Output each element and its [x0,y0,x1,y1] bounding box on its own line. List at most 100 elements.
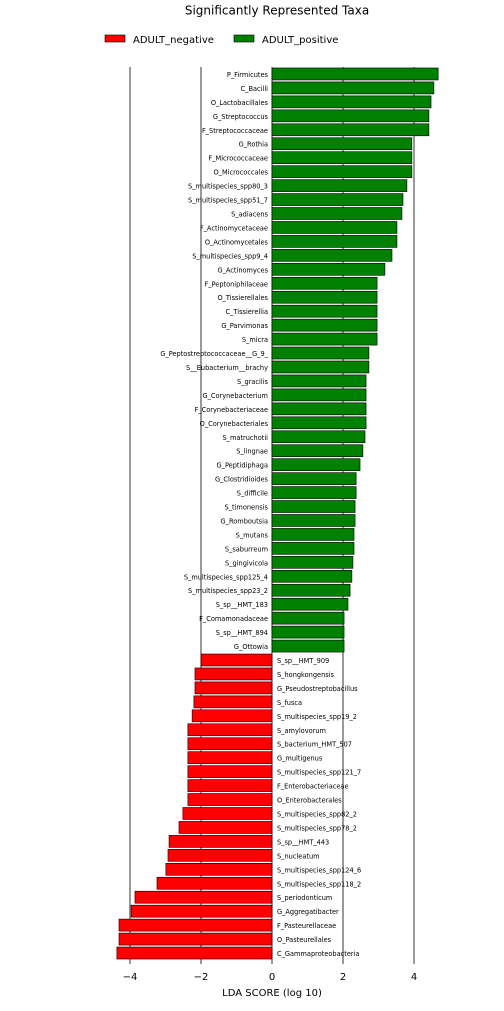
bar [271,221,398,234]
bar [271,458,361,471]
category-label: S_sp__HMT_894 [216,629,268,637]
category-label: S_multispecies_spp80_3 [188,183,268,191]
x-tick-label: 4 [411,972,417,983]
category-label: F_Peptoniphilaceae [204,280,268,288]
category-label: G_Aggregatibacter [277,908,339,916]
category-label: G_Ottowia [234,643,268,651]
category-label: S_multispecies_spp23_2 [188,587,268,595]
category-label: S_gingivicola [225,559,268,567]
category-label: S_adiacens [231,211,268,219]
category-label: S_timonensis [225,504,269,512]
bar [187,737,273,751]
legend-swatch [233,34,255,43]
category-label: S_multispecies_spp125_4 [184,573,268,581]
category-label: O_Actinomycetales [205,238,269,246]
bar [156,876,273,890]
category-label: F_Pasteurellaceae [277,922,336,930]
bar [271,556,354,569]
bar [187,723,273,737]
category-label: G_Parvimonas [221,322,268,330]
bar [271,81,435,95]
category-label: F_Actinomycetaceae [200,224,268,232]
bar [182,807,273,820]
category-label: G_Corynebacterium [202,392,268,400]
category-label: G_Peptostreptococcaceae__G_9_ [160,350,268,358]
bar [118,932,273,946]
bar [271,318,378,332]
bar [116,946,273,960]
x-tick-label: −4 [123,972,138,983]
bar [134,890,273,904]
bar [187,765,273,778]
bar [187,793,273,806]
category-label: G_Streptococcus [213,113,269,121]
bar [271,263,386,276]
x-tick-label: −2 [194,972,209,983]
category-label: F_Comamonadaceae [199,615,268,623]
category-label: C_Tissierellia [226,308,268,316]
bar [271,304,378,318]
category-label: S_multispecies_spp121_7 [277,769,361,777]
bar [271,388,367,402]
category-label: G_Actinomyces [218,266,269,274]
bar [165,863,273,876]
category-label: G_Rothia [239,141,268,149]
category-label: S_multispecies_spp51_7 [188,197,268,205]
category-label: O_Micrococcales [213,169,268,177]
bar [271,500,356,513]
category-label: G_Romboutsia [221,517,268,525]
bar [271,249,393,262]
category-label: O_Corynebacteriales [200,420,269,428]
bar [271,67,439,81]
category-label: F_Enterobacteriaceae [277,783,349,791]
category-label: S_sp__HMT_443 [277,838,329,846]
bar [194,681,273,695]
category-label: S_amylovorum [277,727,326,735]
bar [200,653,273,667]
category-label: O_Pasteurellales [277,936,332,944]
bar [271,165,413,178]
bar [271,472,357,485]
x-axis-label: LDA SCORE (log 10) [222,988,322,999]
bar [271,583,351,597]
bar [271,193,404,206]
bar [271,290,378,304]
bar [271,95,432,109]
bar [271,179,408,192]
bar [271,360,370,374]
bar [118,918,273,932]
bar [271,374,367,388]
bar [271,235,398,248]
category-label: O_Lactobacillales [211,99,269,107]
bar [271,430,366,444]
bar [271,514,356,527]
category-label: S_multispecies_spp78_2 [277,824,357,832]
chart-title: Significantly Represented Taxa [185,4,369,18]
category-label: F_Streptococcaceae [202,127,268,135]
category-label: S_periodonticum [277,894,332,902]
category-label: S_hongkongensis [277,671,335,679]
bar [194,667,273,681]
category-label: S_sp__HMT_909 [277,657,329,665]
bar [271,569,353,583]
category-label: S_difficile [237,490,268,498]
category-label: G_Pseudostreptobacillus [277,685,358,693]
category-label: S_fusca [277,699,302,707]
bar [178,821,273,834]
category-label: F_Micrococcaceae [208,155,268,163]
category-label: O_Enterobacterales [277,797,342,805]
bar [187,751,273,764]
bar [191,709,273,723]
bar [271,137,413,151]
bar [130,904,273,918]
category-label: S_micra [242,336,268,344]
x-tick-label: 2 [340,972,346,983]
category-label: G_Peptidiphaga [217,462,268,470]
bar [187,779,273,792]
bar [271,639,345,653]
bar [271,332,378,346]
category-label: S_lingnae [236,448,268,456]
category-label: S_multispecies_spp118_2 [277,880,361,888]
bar [271,123,430,137]
category-label: G_Clostridioides [215,476,269,484]
